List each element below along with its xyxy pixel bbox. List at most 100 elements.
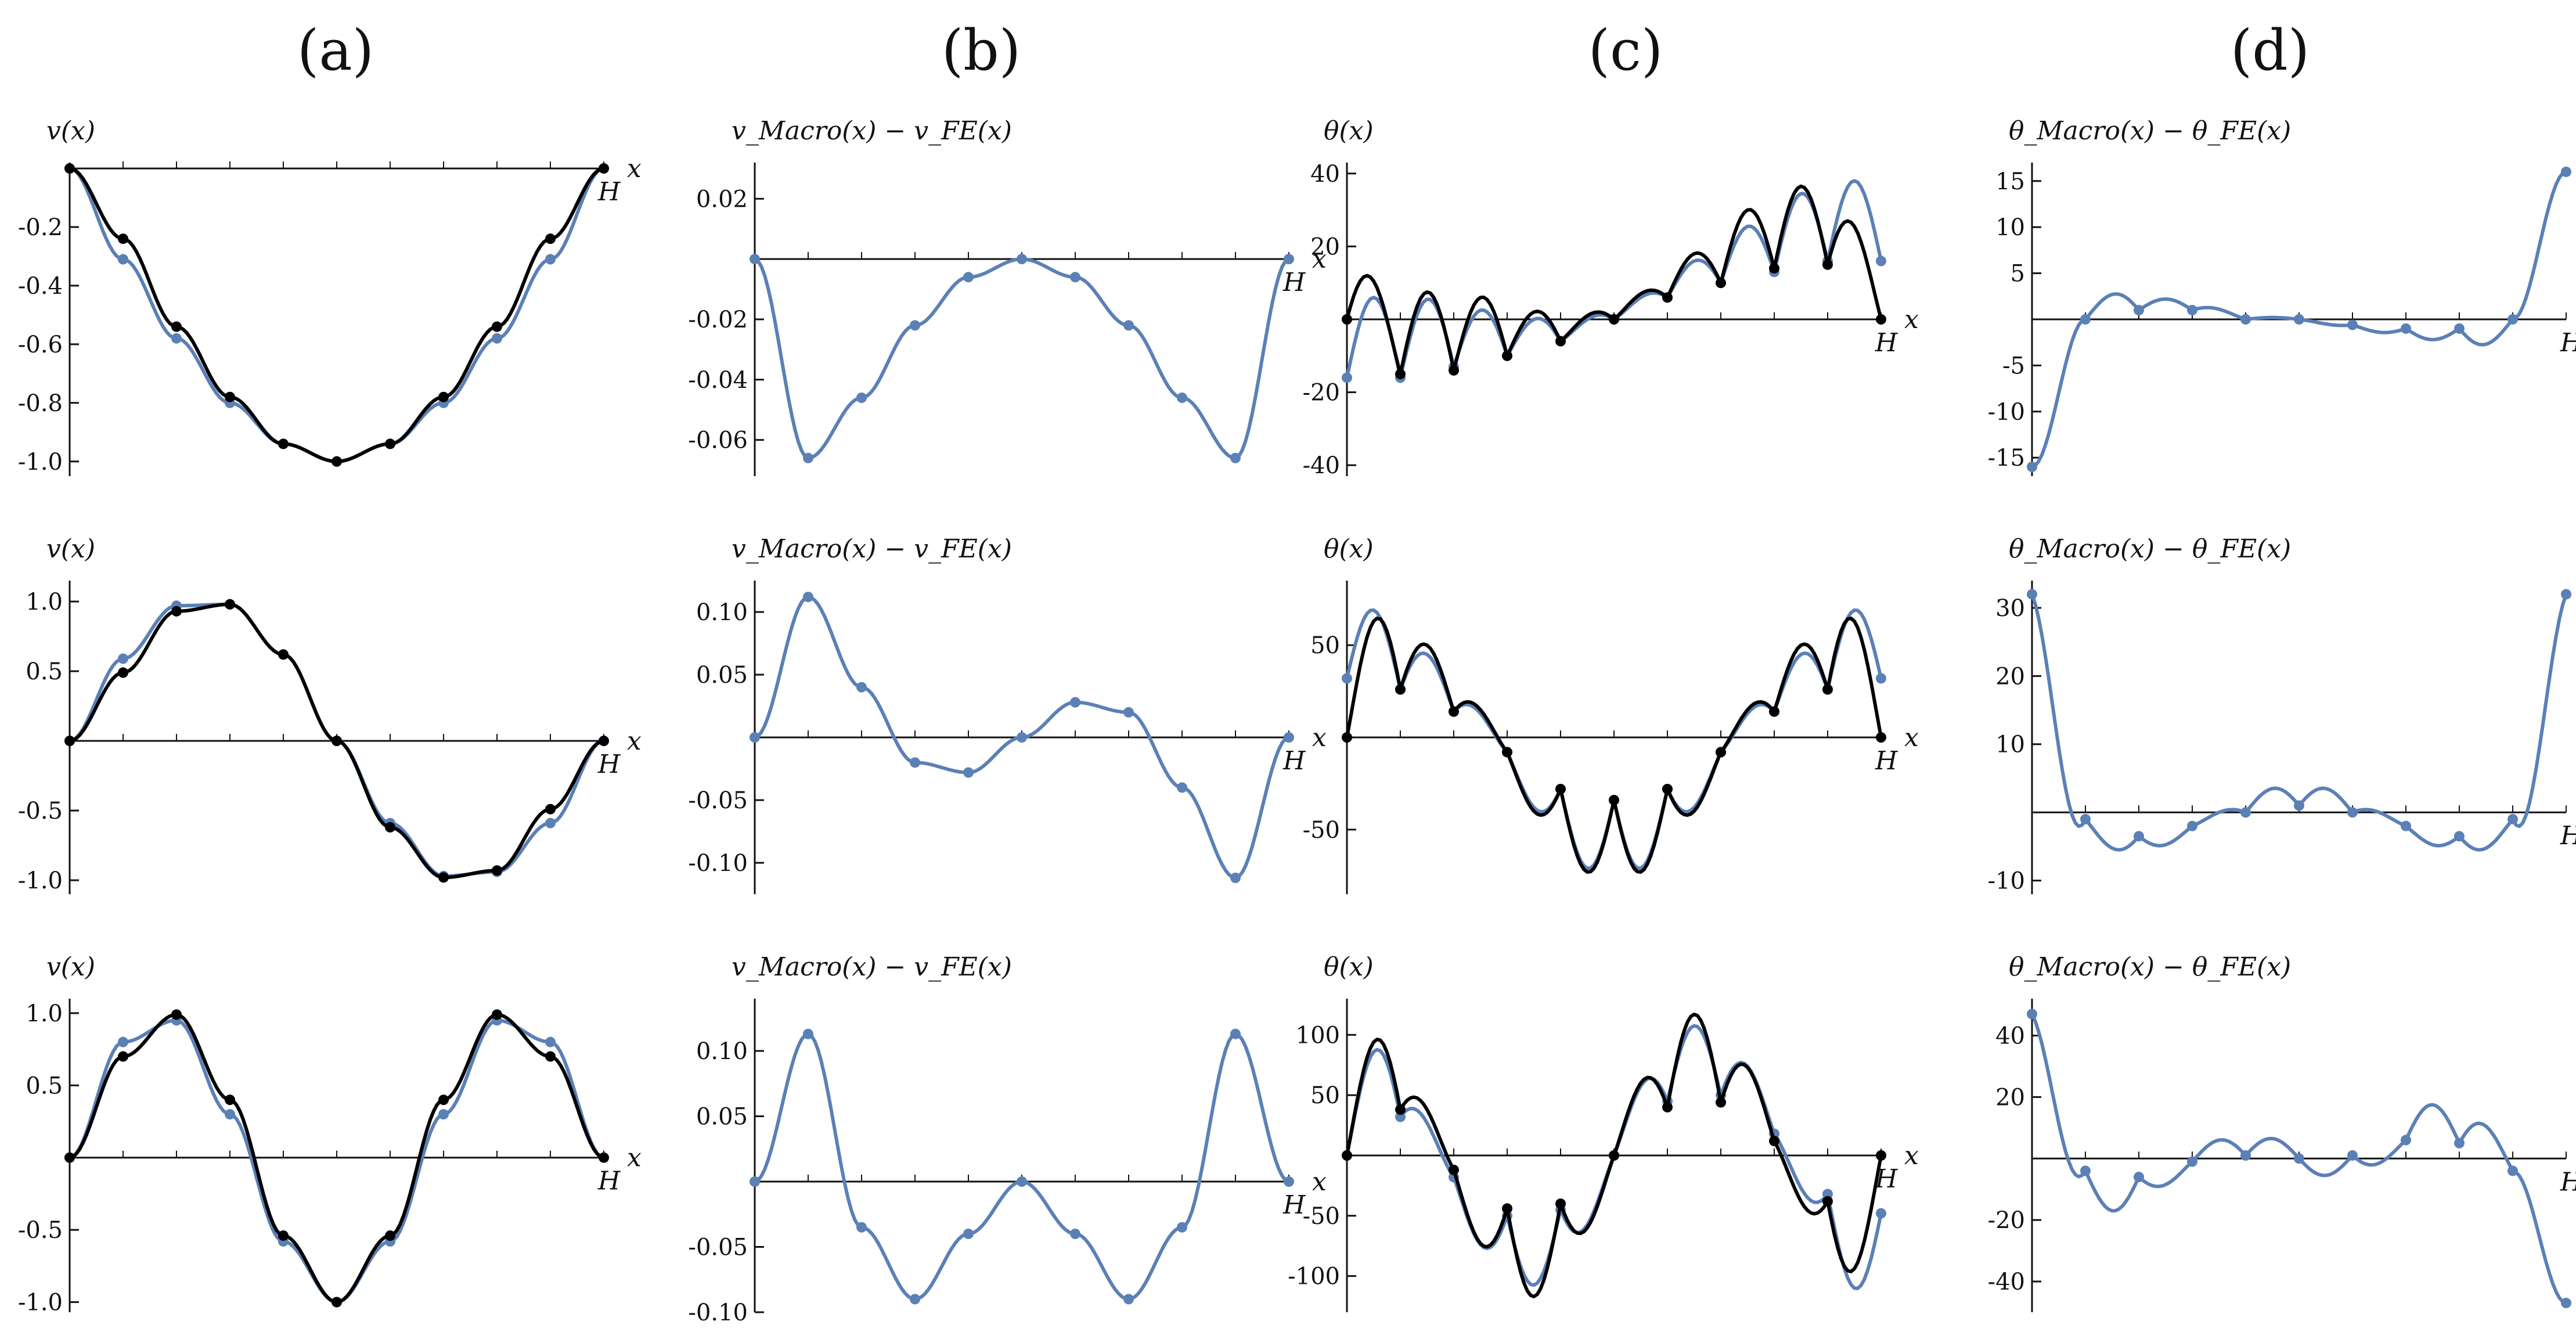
x-end-label: H bbox=[597, 750, 621, 779]
series-line-macro bbox=[69, 167, 604, 463]
x-axis-label: x bbox=[1312, 244, 1327, 274]
x-end-label: H bbox=[597, 177, 621, 207]
y-tick-label: -5 bbox=[2002, 352, 2025, 379]
data-point-macro bbox=[118, 254, 128, 265]
x-axis-label: x bbox=[1904, 723, 1919, 752]
data-point-macro bbox=[2027, 1009, 2037, 1020]
y-tick-label: -0.10 bbox=[688, 1299, 748, 1326]
y-axis-label: θ(x) bbox=[1324, 116, 1374, 146]
data-point-macro bbox=[2401, 323, 2411, 334]
y-axis-label: v(x) bbox=[46, 116, 95, 146]
data-point-fe bbox=[1449, 1164, 1459, 1175]
data-point-macro bbox=[2134, 831, 2144, 842]
series-line-macro bbox=[754, 1032, 1290, 1301]
data-point-fe bbox=[118, 233, 128, 244]
data-point-macro bbox=[1177, 393, 1187, 403]
panel-d1: θ_Macro(x) − θ_FE(x)xH15105-5-10-15 bbox=[1988, 116, 2576, 476]
y-axis-label: θ(x) bbox=[1324, 952, 1374, 982]
y-tick-label: 5 bbox=[2011, 261, 2025, 287]
data-point-fe bbox=[1876, 732, 1886, 743]
x-end-label: H bbox=[1282, 1190, 1306, 1220]
data-point-macro bbox=[438, 1109, 449, 1120]
y-tick-label: 50 bbox=[1310, 632, 1340, 659]
y-tick-label: -0.10 bbox=[688, 850, 748, 877]
data-point-fe bbox=[438, 872, 449, 883]
panel-a3: v(x) xH 1.0 0.5 -0.5 -1.0 bbox=[18, 952, 642, 1316]
data-point-macro bbox=[118, 1036, 128, 1047]
column-titles: (a) (b) (c) (d) bbox=[297, 18, 2310, 83]
data-point-macro bbox=[2240, 314, 2251, 325]
x-end-label: H bbox=[2560, 328, 2576, 358]
data-point-macro bbox=[2134, 1172, 2144, 1183]
x-end-label: H bbox=[2560, 1167, 2576, 1197]
data-point-macro bbox=[2507, 813, 2518, 824]
data-point-fe bbox=[385, 438, 395, 449]
data-point-macro bbox=[1284, 254, 1294, 265]
data-point-fe bbox=[1502, 350, 1512, 361]
data-point-fe bbox=[225, 391, 235, 402]
panel-b1: v_Macro(x) − v_FE(x)xH 0.02 -0.02 -0.04 -0.0… bbox=[688, 116, 1327, 476]
y-axis-label: v_Macro(x) − v_FE(x) bbox=[732, 534, 1012, 564]
y-tick-label: -40 bbox=[1988, 1269, 2025, 1295]
data-point-macro bbox=[1177, 1222, 1187, 1233]
data-point-fe bbox=[492, 865, 502, 876]
data-point-fe bbox=[1716, 278, 1726, 289]
data-point-macro bbox=[118, 653, 128, 664]
data-point-fe bbox=[332, 1297, 342, 1308]
data-point-macro bbox=[2347, 319, 2358, 330]
data-point-macro bbox=[2561, 589, 2571, 600]
data-point-fe bbox=[438, 1094, 449, 1106]
data-point-macro bbox=[492, 333, 502, 344]
column-title-b: (b) bbox=[942, 18, 1021, 83]
data-point-fe bbox=[1502, 747, 1512, 758]
x-end-label: H bbox=[1282, 746, 1306, 776]
data-point-fe bbox=[225, 1094, 235, 1106]
data-point-fe bbox=[1395, 684, 1406, 695]
data-point-macro bbox=[2454, 323, 2465, 334]
data-point-macro bbox=[1123, 707, 1134, 718]
data-point-macro bbox=[2187, 1156, 2197, 1167]
data-point-fe bbox=[1716, 747, 1726, 758]
data-point-macro bbox=[2401, 1135, 2411, 1146]
data-point-macro bbox=[1177, 782, 1187, 793]
data-point-fe bbox=[1342, 1150, 1352, 1161]
data-point-macro bbox=[1342, 673, 1352, 684]
data-point-fe bbox=[1876, 314, 1886, 325]
y-tick-label: 30 bbox=[1995, 595, 2025, 622]
data-point-macro bbox=[963, 1229, 974, 1239]
data-point-fe bbox=[1769, 706, 1779, 717]
data-point-fe bbox=[545, 233, 556, 244]
y-tick-label: 10 bbox=[1995, 732, 2025, 758]
data-point-macro bbox=[2294, 800, 2304, 811]
y-tick-label: 0.5 bbox=[26, 658, 63, 685]
data-point-macro bbox=[2347, 1150, 2358, 1161]
data-point-macro bbox=[2561, 1298, 2571, 1309]
y-tick-label: 0.10 bbox=[696, 1038, 748, 1065]
data-point-fe bbox=[1662, 1101, 1673, 1112]
data-point-macro bbox=[1230, 452, 1241, 463]
y-tick-label: -100 bbox=[1288, 1263, 1340, 1290]
data-point-macro bbox=[2027, 589, 2037, 600]
y-tick-label: -40 bbox=[1303, 452, 1340, 479]
data-point-macro bbox=[963, 767, 974, 778]
data-point-macro bbox=[1395, 1111, 1406, 1122]
data-point-macro bbox=[1876, 673, 1886, 684]
y-tick-label: 1.0 bbox=[26, 589, 63, 615]
y-tick-label: 0.10 bbox=[696, 599, 748, 626]
data-point-macro bbox=[1123, 320, 1134, 331]
data-point-fe bbox=[1716, 1097, 1726, 1108]
data-point-macro bbox=[2507, 314, 2518, 325]
data-point-fe bbox=[64, 163, 75, 174]
column-title-a: (a) bbox=[297, 18, 374, 83]
data-point-macro bbox=[1070, 272, 1080, 283]
series-line-macro bbox=[69, 1018, 604, 1304]
data-point-macro bbox=[1017, 732, 1027, 743]
x-axis-label: x bbox=[627, 726, 642, 756]
panels: v(x)xH-0.2-0.4-0.6-0.8-1.0v_Macro(x) − v… bbox=[18, 116, 2576, 1326]
series-line-macro bbox=[1345, 179, 1883, 380]
data-point-macro bbox=[2187, 305, 2197, 316]
column-title-c: (c) bbox=[1588, 18, 1663, 83]
data-point-fe bbox=[1342, 314, 1352, 325]
x-end-label: H bbox=[1875, 746, 1898, 776]
data-point-fe bbox=[1395, 1104, 1406, 1115]
